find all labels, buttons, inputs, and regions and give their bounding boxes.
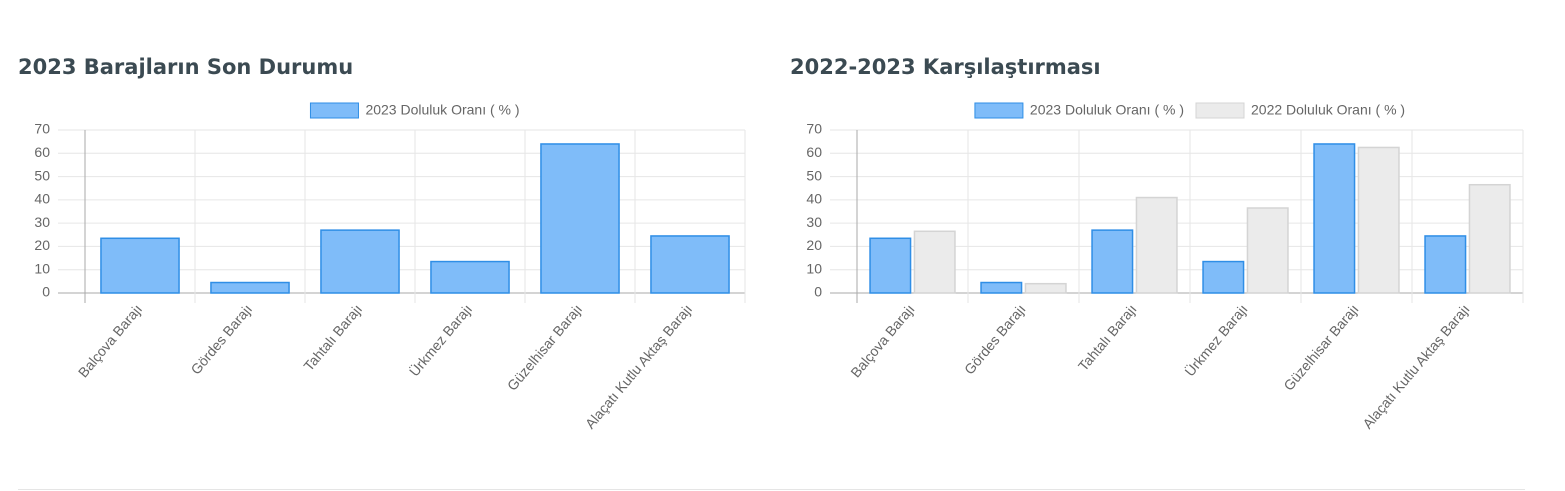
- y-tick-label: 0: [814, 284, 822, 300]
- legend-label: 2023 Doluluk Oranı ( % ): [365, 102, 519, 118]
- x-tick-label: Alaçatı Kutlu Aktaş Barajı: [1359, 301, 1472, 432]
- y-tick-label: 10: [806, 260, 822, 276]
- y-tick-label: 50: [806, 167, 822, 183]
- y-tick-label: 70: [34, 121, 50, 137]
- bar: [1135, 196, 1178, 294]
- chart: 2023 Barajların Son Durumu 0 10 20 30 40 50 60 7…: [18, 55, 746, 432]
- y-tick-label: 40: [34, 191, 50, 207]
- separator: [18, 489, 1525, 490]
- bar: [540, 143, 620, 294]
- bar: [1202, 260, 1245, 294]
- bar: [1357, 146, 1400, 294]
- y-tick-label: 60: [806, 144, 822, 160]
- x-tick-label: Balçova Barajı: [847, 301, 917, 380]
- y-tick-label: 30: [34, 214, 50, 230]
- legend-label: 2023 Doluluk Oranı ( % ): [1030, 102, 1184, 118]
- x-tick-label: Tahtalı Barajı: [1075, 301, 1140, 374]
- x-tick-label: Balçova Barajı: [75, 301, 145, 380]
- bar: [1313, 143, 1356, 294]
- y-tick-label: 0: [42, 284, 50, 300]
- y-tick-label: 20: [806, 237, 822, 253]
- y-tick-label: 20: [34, 237, 50, 253]
- bar: [1468, 183, 1511, 294]
- bar: [980, 281, 1023, 294]
- chart: 2022-2023 Karşılaştırması 0 10 20 30 40 50 60 70…: [790, 55, 1524, 432]
- bar: [913, 230, 956, 294]
- x-tick-label: Gördes Barajı: [187, 301, 255, 377]
- x-tick-label: Alaçatı Kutlu Aktaş Barajı: [582, 301, 695, 432]
- y-tick-label: 70: [806, 121, 822, 137]
- bar: [1246, 207, 1289, 294]
- legend-swatch: [974, 102, 1024, 119]
- legend-swatch: [1195, 102, 1245, 119]
- x-tick-label: Tahtalı Barajı: [300, 301, 365, 374]
- y-tick-label: 40: [806, 191, 822, 207]
- x-tick-label: Güzelhisar Barajı: [504, 301, 585, 394]
- y-tick-label: 30: [806, 214, 822, 230]
- y-tick-label: 10: [34, 260, 50, 276]
- chart-title: 2022-2023 Karşılaştırması: [790, 55, 1101, 79]
- x-tick-label: Ürkmez Barajı: [405, 300, 475, 379]
- bar: [869, 237, 912, 294]
- chart-title: 2023 Barajların Son Durumu: [18, 55, 353, 79]
- bar: [1091, 229, 1134, 294]
- bar: [1424, 235, 1467, 294]
- x-tick-label: Ürkmez Barajı: [1181, 300, 1251, 379]
- y-tick-label: 50: [34, 167, 50, 183]
- x-tick-label: Güzelhisar Barajı: [1280, 301, 1361, 394]
- bar: [430, 260, 510, 294]
- bar: [1024, 282, 1067, 294]
- bar: [320, 229, 400, 294]
- x-tick-label: Gördes Barajı: [961, 301, 1029, 377]
- legend-swatch: [309, 102, 359, 119]
- bar: [650, 235, 730, 294]
- y-tick-label: 60: [34, 144, 50, 160]
- legend-label: 2022 Doluluk Oranı ( % ): [1251, 102, 1405, 118]
- bar: [210, 281, 290, 294]
- bar: [100, 237, 180, 294]
